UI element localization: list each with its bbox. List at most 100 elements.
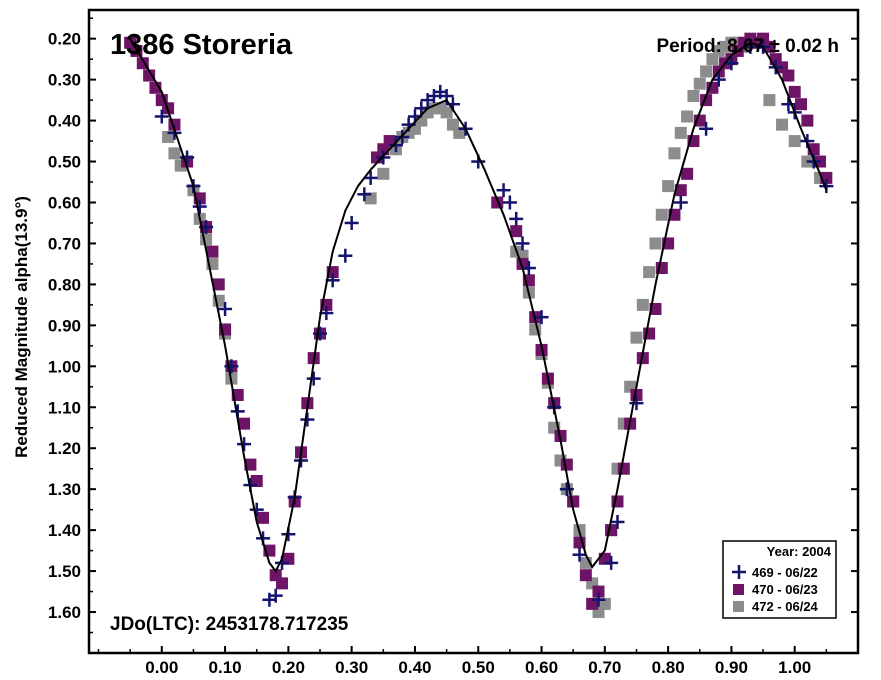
data-point-469 <box>180 150 195 165</box>
legend-title: Year: 2004 <box>767 544 832 559</box>
data-point-472 <box>687 90 700 103</box>
data-point-469 <box>363 170 378 185</box>
data-point-470 <box>244 458 257 471</box>
data-point-469 <box>591 592 606 607</box>
data-point-469 <box>629 396 644 411</box>
data-point-470 <box>206 245 219 258</box>
data-point-469 <box>509 211 524 226</box>
data-point-469 <box>673 195 688 210</box>
y-tick-label: 1.50 <box>48 562 81 581</box>
data-point-472 <box>674 126 687 139</box>
y-tick-label: 1.20 <box>48 439 81 458</box>
y-tick-label: 1.10 <box>48 398 81 417</box>
x-tick-label: 0.20 <box>272 658 305 677</box>
x-tick-label: 0.50 <box>462 658 495 677</box>
data-point-469 <box>306 371 321 386</box>
x-tick-label: 0.30 <box>335 658 368 677</box>
y-tick-label: 1.30 <box>48 480 81 499</box>
data-points <box>124 32 834 619</box>
data-point-469 <box>534 310 549 325</box>
x-tick-label: 0.40 <box>398 658 431 677</box>
x-tick-label: 0.70 <box>588 658 621 677</box>
y-tick-label: 0.40 <box>48 112 81 131</box>
data-point-469 <box>502 195 517 210</box>
y-tick-label: 0.80 <box>48 275 81 294</box>
y-tick-label: 1.00 <box>48 357 81 376</box>
data-point-469 <box>699 121 714 136</box>
data-point-470 <box>801 114 814 127</box>
data-point-472 <box>668 147 681 160</box>
y-axis-label: Reduced Magnitude alpha(13.9°) <box>12 196 31 458</box>
data-point-472 <box>408 122 421 135</box>
data-point-470 <box>238 417 251 430</box>
data-point-472 <box>700 65 713 78</box>
data-point-469 <box>344 215 359 230</box>
y-tick-label: 1.60 <box>48 603 81 622</box>
legend: Year: 2004 469 - 06/22 470 - 06/23 472 -… <box>722 540 837 619</box>
data-point-469 <box>781 97 796 112</box>
data-point-470 <box>212 278 225 291</box>
data-point-469 <box>414 101 429 116</box>
legend-marker-472 <box>733 601 744 612</box>
data-point-469 <box>521 261 536 276</box>
data-point-469 <box>496 183 511 198</box>
data-point-470 <box>579 569 592 582</box>
data-point-472 <box>788 135 801 148</box>
data-point-470 <box>782 69 795 82</box>
data-point-469 <box>711 72 726 87</box>
y-tick-label: 0.70 <box>48 234 81 253</box>
data-point-472 <box>662 180 675 193</box>
data-point-472 <box>681 110 694 123</box>
data-point-470 <box>510 225 523 238</box>
x-tick-label: 0.60 <box>525 658 558 677</box>
data-point-472 <box>440 106 453 119</box>
data-point-472 <box>630 331 643 344</box>
y-tick-label: 0.30 <box>48 71 81 90</box>
data-point-470 <box>560 458 573 471</box>
x-tick-label: 0.10 <box>209 658 242 677</box>
data-point-469 <box>249 502 264 517</box>
data-point-469 <box>610 514 625 529</box>
data-point-472 <box>649 237 662 250</box>
data-point-472 <box>763 94 776 107</box>
data-point-470 <box>605 524 618 537</box>
jdo-label: JDo(LTC): 2453178.717235 <box>110 614 349 635</box>
data-point-470 <box>795 98 808 111</box>
data-point-469 <box>268 588 283 603</box>
data-point-469 <box>237 437 252 452</box>
data-point-469 <box>572 547 587 562</box>
data-point-469 <box>154 109 169 124</box>
data-point-470 <box>143 69 156 82</box>
fourier-fit-curve <box>129 38 828 573</box>
legend-label-472: 472 - 06/24 <box>752 599 819 614</box>
data-point-469 <box>357 187 372 202</box>
data-point-470 <box>276 577 289 590</box>
data-point-469 <box>313 326 328 341</box>
data-point-469 <box>724 56 739 71</box>
data-point-469 <box>192 199 207 214</box>
x-tick-label: 0.90 <box>715 658 748 677</box>
data-point-472 <box>200 233 213 246</box>
data-point-470 <box>592 585 605 598</box>
data-point-472 <box>377 167 390 180</box>
y-tick-label: 0.60 <box>48 193 81 212</box>
data-point-472 <box>655 208 668 221</box>
x-axis-ticks: 0.00 0.10 0.20 0.30 0.40 0.50 0.60 0.70 0.80 0.90… <box>97 646 828 677</box>
data-point-470 <box>788 85 801 98</box>
period-label: Period: 8.67 ± 0.02 h <box>656 36 839 57</box>
data-point-469 <box>218 301 233 316</box>
legend-label-469: 469 - 06/22 <box>752 565 818 580</box>
x-tick-label: 0.00 <box>145 658 178 677</box>
y-tick-label: 1.40 <box>48 521 81 540</box>
data-point-469 <box>388 138 403 153</box>
legend-marker-470 <box>733 584 744 595</box>
legend-box <box>722 540 837 619</box>
data-point-469 <box>338 248 353 263</box>
legend-marker-469 <box>732 565 746 579</box>
data-point-470 <box>681 167 694 180</box>
data-point-472 <box>693 77 706 90</box>
data-point-469 <box>604 555 619 570</box>
data-point-470 <box>674 184 687 197</box>
data-point-470 <box>257 511 270 524</box>
